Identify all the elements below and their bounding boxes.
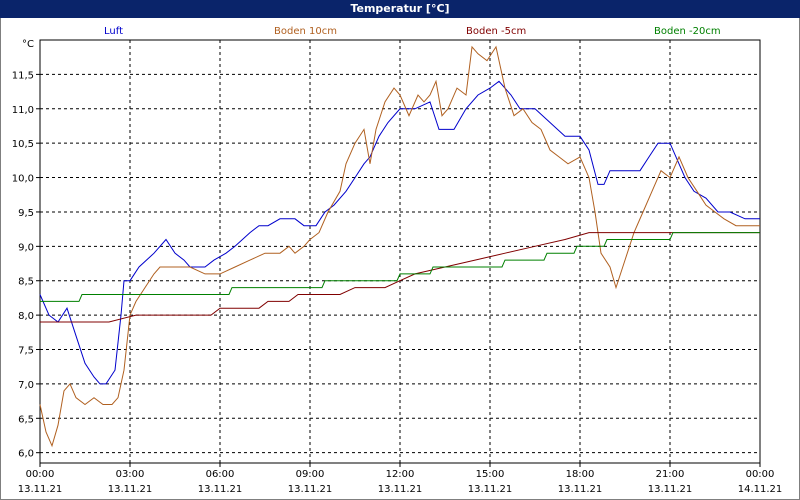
y-tick-label: 8,5 — [18, 277, 34, 288]
y-tick-label: 7,5 — [18, 346, 34, 357]
x-tick-time-label: 18:00 — [566, 469, 595, 480]
x-tick-time-label: 09:00 — [296, 469, 325, 480]
y-tick-label: 11,0 — [12, 105, 34, 116]
x-tick-date-label: 13.11.21 — [558, 484, 603, 495]
x-tick-date-label: 13.11.21 — [18, 484, 63, 495]
title-bar: Temperatur [°C] — [0, 0, 800, 18]
x-tick-date-label: 14.11.21 — [738, 484, 783, 495]
legend-entry-luft: Luft — [104, 26, 123, 37]
series-line-boden-5cm — [40, 232, 760, 323]
series-line-luft — [39, 80, 760, 385]
y-tick-label: 9,5 — [18, 208, 34, 219]
y-tick-label: 7,0 — [18, 380, 34, 391]
x-tick-time-label: 21:00 — [656, 469, 685, 480]
y-tick-label: 10,0 — [12, 174, 34, 185]
y-tick-label: 6,0 — [18, 449, 34, 460]
y-tick-label: 9,0 — [18, 242, 34, 253]
y-tick-label: 6,5 — [18, 414, 34, 425]
legend-entry-boden-20cm: Boden -20cm — [654, 26, 721, 37]
x-tick-time-label: 12:00 — [386, 469, 415, 480]
legend-entry-boden-10cm: Boden 10cm — [274, 26, 337, 37]
x-tick-date-label: 13.11.21 — [378, 484, 423, 495]
x-tick-date-label: 13.11.21 — [648, 484, 693, 495]
x-tick-date-label: 13.11.21 — [288, 484, 333, 495]
y-tick-label: 8,0 — [18, 311, 34, 322]
y-tick-label: 10,5 — [12, 139, 34, 150]
x-tick-time-label: 15:00 — [476, 469, 505, 480]
x-tick-date-label: 13.11.21 — [198, 484, 243, 495]
y-axis-unit: °C — [22, 39, 34, 50]
x-tick-time-label: 00:00 — [746, 469, 775, 480]
x-tick-time-label: 06:00 — [206, 469, 235, 480]
x-tick-time-label: 03:00 — [116, 469, 145, 480]
chart-title: Temperatur [°C] — [350, 2, 450, 15]
series-line-boden-20cm — [40, 232, 760, 302]
legend-entry-boden-5cm: Boden -5cm — [466, 26, 527, 37]
y-tick-label: 11,5 — [12, 70, 34, 81]
x-tick-date-label: 13.11.21 — [468, 484, 513, 495]
series-line-boden-10cm — [39, 45, 760, 448]
x-tick-date-label: 13.11.21 — [108, 484, 153, 495]
x-tick-time-label: 00:00 — [26, 469, 55, 480]
